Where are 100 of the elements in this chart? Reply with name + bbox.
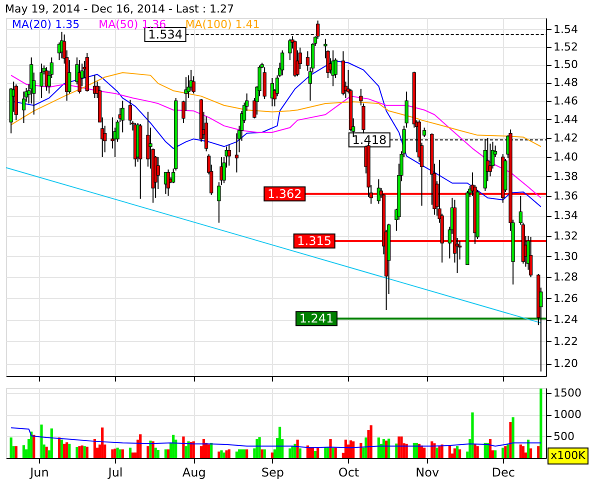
bar bbox=[458, 449, 462, 458]
bar bbox=[22, 445, 26, 458]
bar bbox=[270, 452, 274, 458]
bar bbox=[222, 452, 226, 458]
bar bbox=[388, 438, 390, 458]
bar bbox=[14, 446, 18, 458]
y-tick-label: 1.42 bbox=[554, 132, 578, 145]
candlestick bbox=[128, 99, 132, 126]
y-tick-label: 1.38 bbox=[554, 170, 578, 183]
bar bbox=[111, 449, 114, 458]
y-tick-label: 1.46 bbox=[554, 94, 578, 108]
ref-line-label: 1.534 bbox=[148, 28, 182, 42]
bar bbox=[400, 436, 403, 458]
bar bbox=[453, 448, 456, 458]
bar bbox=[364, 437, 368, 458]
bar bbox=[114, 448, 116, 458]
bar bbox=[288, 448, 292, 458]
bar bbox=[512, 417, 514, 458]
bar bbox=[334, 448, 337, 458]
bar bbox=[438, 446, 441, 458]
x-tick-label: Jul bbox=[107, 466, 123, 480]
bar bbox=[152, 441, 154, 458]
y-tick-label: 500 bbox=[554, 430, 574, 443]
bar bbox=[519, 444, 522, 458]
x-tick-label: Oct bbox=[338, 466, 360, 480]
x-tick-label: Nov bbox=[416, 466, 440, 480]
bar bbox=[121, 449, 124, 458]
bar bbox=[332, 448, 334, 458]
bar bbox=[40, 424, 43, 458]
bar bbox=[260, 449, 264, 458]
bar bbox=[243, 449, 246, 458]
bar bbox=[131, 452, 134, 458]
bar bbox=[298, 448, 302, 458]
bar bbox=[324, 447, 327, 458]
bar bbox=[86, 446, 88, 458]
bar bbox=[296, 440, 299, 458]
bar bbox=[80, 445, 84, 458]
bar bbox=[76, 447, 78, 458]
bar bbox=[220, 450, 223, 458]
bar bbox=[291, 446, 294, 458]
bar bbox=[488, 439, 492, 458]
bar bbox=[398, 436, 400, 458]
text: MA(100) 1.41 bbox=[185, 18, 260, 31]
bar bbox=[60, 440, 64, 458]
bar bbox=[506, 444, 510, 458]
y-tick-label: 1500 bbox=[554, 386, 582, 400]
bar bbox=[423, 448, 426, 458]
bar bbox=[182, 436, 185, 458]
bar bbox=[540, 388, 542, 458]
y-tick-label: 1.32 bbox=[554, 229, 578, 242]
bar bbox=[172, 434, 175, 458]
bar bbox=[58, 437, 61, 458]
bar bbox=[448, 445, 451, 458]
bar bbox=[63, 444, 66, 458]
bar bbox=[504, 446, 507, 458]
ref-line-label: 1.241 bbox=[299, 312, 334, 326]
candlestick bbox=[280, 50, 284, 76]
bar bbox=[246, 449, 248, 458]
bar bbox=[101, 427, 104, 458]
bar bbox=[258, 437, 261, 458]
bar bbox=[377, 437, 380, 458]
bar bbox=[278, 426, 282, 458]
bar bbox=[537, 446, 540, 458]
bar bbox=[50, 428, 53, 458]
bar bbox=[228, 449, 230, 458]
bar bbox=[187, 441, 190, 458]
bar bbox=[349, 440, 352, 458]
bar bbox=[225, 450, 228, 458]
bar bbox=[471, 412, 474, 458]
y-tick-label: 1.30 bbox=[554, 250, 578, 263]
bar bbox=[314, 450, 317, 458]
y-tick-label: 1.28 bbox=[554, 270, 578, 284]
bar bbox=[32, 434, 36, 458]
bar bbox=[526, 440, 530, 458]
y-tick-label: 1.20 bbox=[554, 357, 578, 370]
bar bbox=[329, 439, 332, 458]
bar bbox=[384, 440, 388, 458]
x-tick-label: Jun bbox=[29, 466, 49, 480]
bar bbox=[154, 448, 157, 458]
bar bbox=[202, 439, 206, 458]
bar bbox=[494, 450, 497, 458]
bar bbox=[436, 448, 438, 458]
x-tick-label: Dec bbox=[492, 466, 516, 480]
bar bbox=[326, 447, 330, 458]
bar bbox=[370, 425, 372, 458]
y-tick-label: 1.54 bbox=[554, 22, 578, 36]
y-tick-label: 1.36 bbox=[554, 189, 578, 202]
bar bbox=[344, 440, 348, 458]
y-tick-label: 1.34 bbox=[554, 209, 578, 222]
bar bbox=[509, 422, 512, 458]
bar bbox=[78, 446, 81, 458]
bar bbox=[156, 450, 160, 458]
candlestick bbox=[227, 144, 231, 166]
bar bbox=[235, 452, 238, 458]
bar bbox=[139, 434, 142, 458]
bar bbox=[263, 449, 266, 458]
ref-line-label: 1.418 bbox=[352, 132, 387, 147]
bar bbox=[66, 442, 68, 458]
bar bbox=[395, 444, 398, 458]
bar bbox=[256, 439, 258, 458]
